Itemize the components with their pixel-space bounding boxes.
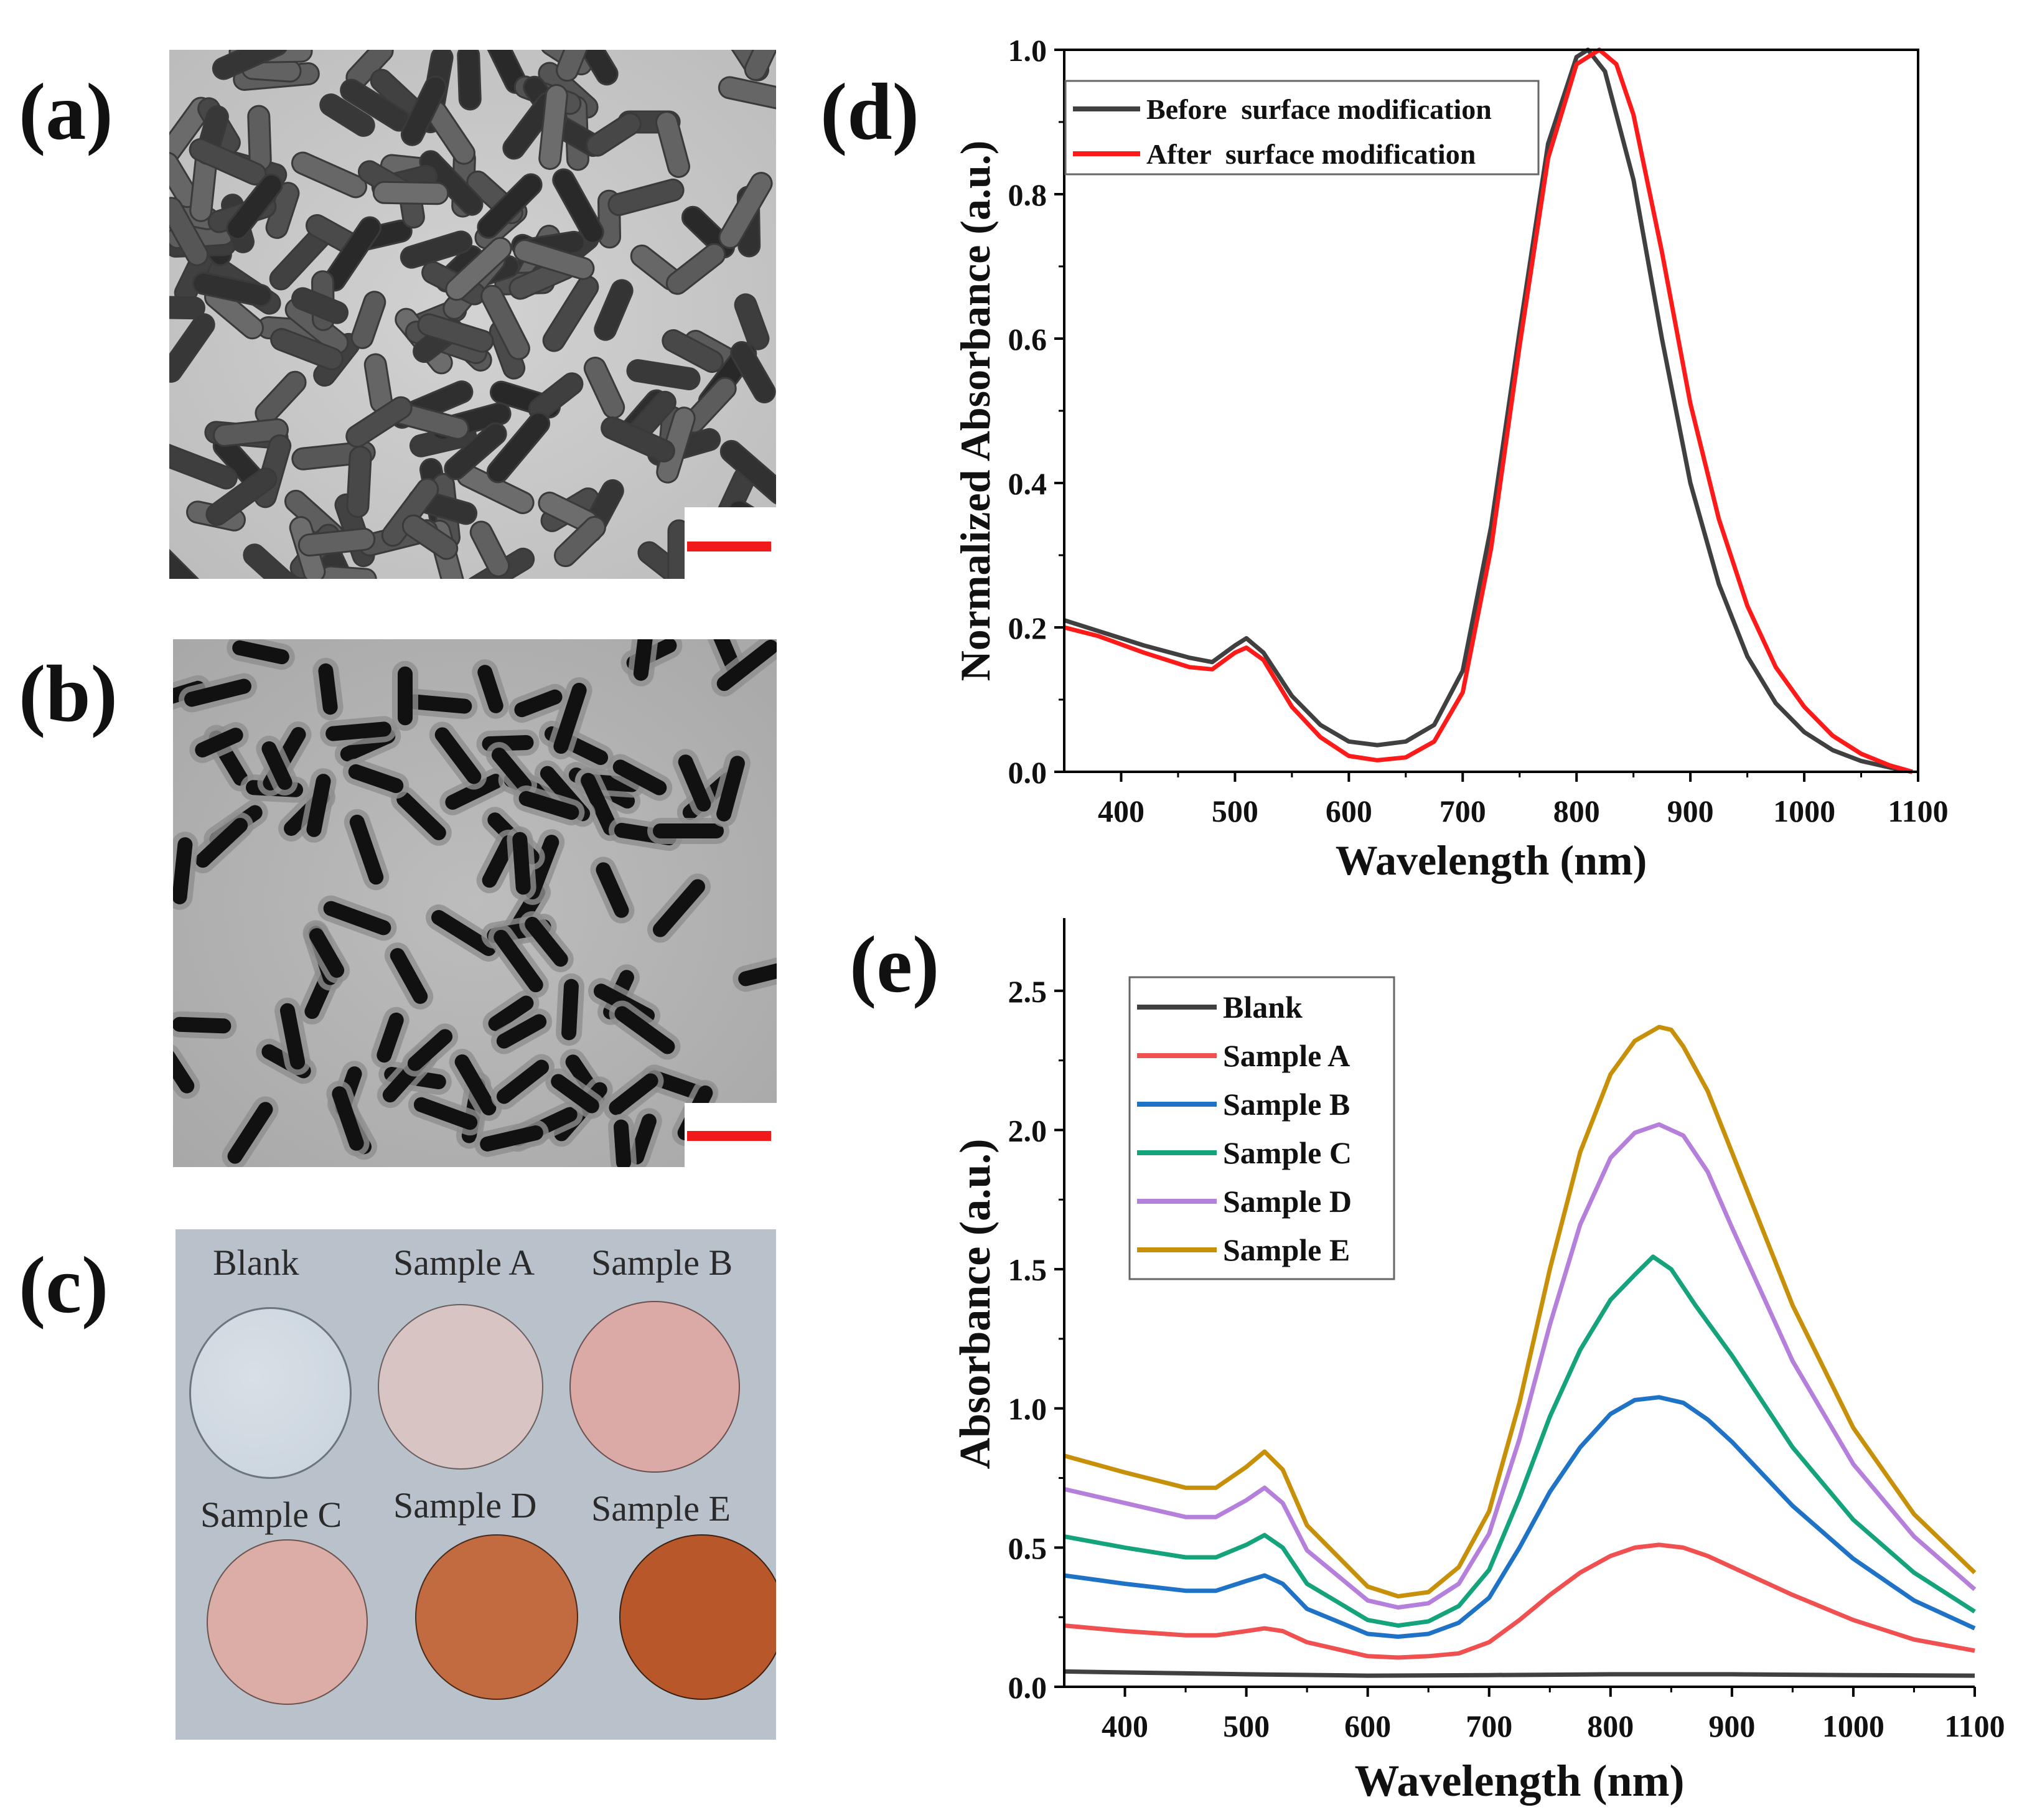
chart-e-legend: Blank Sample A Sample B Sample C Sample D Sam… bbox=[1130, 977, 1394, 1279]
series-line-sample-a bbox=[1064, 1545, 1975, 1658]
x-tick-label: 400 bbox=[1102, 1709, 1148, 1743]
y-tick-label: 0.0 bbox=[1008, 1670, 1047, 1705]
photo-label-sample-d: Sample D bbox=[393, 1485, 536, 1526]
nanorod bbox=[347, 446, 372, 518]
legend-label-blank: Blank bbox=[1223, 990, 1303, 1025]
y-tick-label: 2.5 bbox=[1008, 974, 1047, 1009]
photo-label-sample-c: Sample C bbox=[200, 1494, 342, 1536]
x-tick-label: 1000 bbox=[1822, 1709, 1884, 1743]
film-disc-sample-c bbox=[207, 1539, 368, 1705]
photo-label-sample-a: Sample A bbox=[393, 1242, 535, 1283]
panel-label-d: (d) bbox=[820, 65, 919, 159]
legend-label-sample-a: Sample A bbox=[1223, 1038, 1350, 1073]
scale-bar-a bbox=[687, 542, 771, 551]
film-disc-sample-d bbox=[415, 1534, 578, 1700]
y-tick-label: 1.5 bbox=[1008, 1252, 1047, 1287]
photo-samples: Blank Sample A Sample B Sample C Sample … bbox=[176, 1229, 776, 1740]
legend-label-after: After surface modification bbox=[1146, 138, 1476, 170]
nanorod bbox=[555, 973, 585, 1047]
panel-label-e: (e) bbox=[850, 918, 939, 1011]
nanorod bbox=[506, 825, 537, 901]
panel-label-b: (b) bbox=[19, 647, 118, 741]
photo-label-blank: Blank bbox=[213, 1242, 299, 1283]
y-tick-label: 0.0 bbox=[1008, 755, 1047, 790]
x-tick-label: 1100 bbox=[1944, 1709, 2004, 1743]
film-disc-sample-b bbox=[569, 1301, 740, 1473]
tem-image-a bbox=[169, 50, 776, 579]
x-tick-label: 400 bbox=[1098, 794, 1145, 828]
x-tick-label: 700 bbox=[1466, 1709, 1512, 1743]
photo-label-sample-b: Sample B bbox=[591, 1242, 733, 1283]
legend-label-sample-c: Sample C bbox=[1223, 1135, 1352, 1170]
chart-d-legend: Before surface modification After surfac… bbox=[1065, 81, 1538, 174]
chart-e-xlabel: Wavelength (nm) bbox=[1355, 1756, 1685, 1806]
y-tick-label: 2.0 bbox=[1008, 1113, 1047, 1148]
panel-label-c: (c) bbox=[19, 1239, 108, 1332]
panel-label-a: (a) bbox=[19, 65, 113, 159]
y-tick-label: 0.2 bbox=[1008, 611, 1047, 645]
legend-label-sample-d: Sample D bbox=[1223, 1184, 1352, 1219]
y-tick-label: 0.8 bbox=[1008, 177, 1047, 212]
chart-d-xlabel: Wavelength (nm) bbox=[1336, 837, 1647, 884]
y-tick-label: 0.4 bbox=[1008, 466, 1047, 501]
x-tick-label: 700 bbox=[1439, 794, 1486, 828]
x-tick-label: 600 bbox=[1344, 1709, 1391, 1743]
series-line-blank bbox=[1064, 1671, 1975, 1676]
x-tick-label: 500 bbox=[1212, 794, 1258, 828]
film-disc-sample-e bbox=[619, 1534, 776, 1700]
legend-label-sample-e: Sample E bbox=[1223, 1232, 1350, 1267]
x-tick-label: 900 bbox=[1667, 794, 1714, 828]
legend-label-before: Before surface modification bbox=[1146, 93, 1492, 125]
legend-label-sample-b: Sample B bbox=[1223, 1087, 1350, 1122]
x-tick-label: 1100 bbox=[1888, 794, 1948, 828]
nanorod bbox=[173, 1011, 237, 1039]
x-tick-label: 500 bbox=[1223, 1709, 1270, 1743]
y-tick-label: 0.5 bbox=[1008, 1531, 1047, 1565]
y-tick-label: 1.0 bbox=[1008, 33, 1047, 68]
chart-e: 400 500 600 700 800 900 1000 1100 0.0 0.5 1.0 1.5 2… bbox=[934, 896, 2004, 1811]
chart-d: 400 500 600 700 800 900 1000 1100 0.0 0.2 0.4 0.6 0… bbox=[934, 12, 1992, 909]
x-tick-label: 600 bbox=[1326, 794, 1372, 828]
tem-image-b bbox=[173, 639, 777, 1167]
x-tick-label: 1000 bbox=[1773, 794, 1835, 828]
x-tick-label: 800 bbox=[1587, 1709, 1634, 1743]
y-tick-label: 1.0 bbox=[1008, 1392, 1047, 1427]
x-tick-label: 900 bbox=[1708, 1709, 1755, 1743]
x-tick-label: 800 bbox=[1553, 794, 1600, 828]
scale-bar-b bbox=[687, 1131, 771, 1141]
chart-e-ylabel: Absorbance (a.u.) bbox=[952, 1139, 999, 1470]
y-tick-label: 0.6 bbox=[1008, 322, 1047, 357]
film-disc-blank bbox=[189, 1307, 352, 1479]
film-disc-sample-a bbox=[378, 1304, 543, 1470]
nanorod bbox=[457, 50, 481, 110]
chart-d-ylabel: Normalized Absorbance (a.u.) bbox=[952, 141, 999, 682]
nanorod bbox=[373, 182, 448, 204]
photo-label-sample-e: Sample E bbox=[591, 1488, 731, 1529]
nanorod bbox=[392, 661, 418, 731]
